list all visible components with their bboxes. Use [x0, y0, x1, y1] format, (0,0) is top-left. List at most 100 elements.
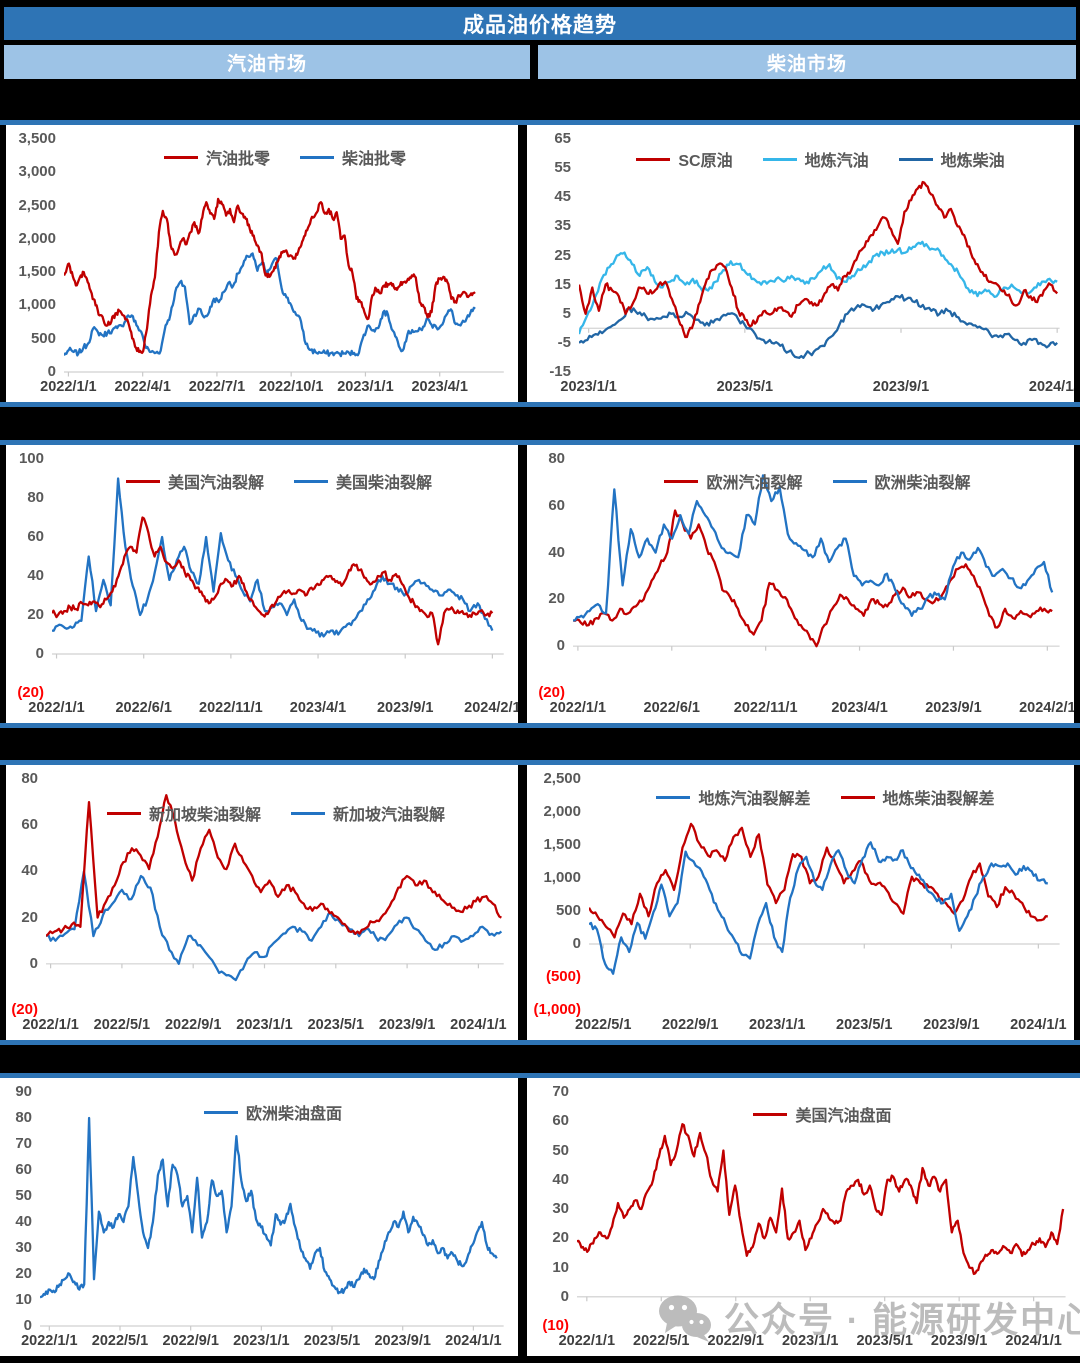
legend-swatch [898, 157, 933, 161]
x-axis-label: 2022/6/1 [643, 700, 700, 716]
series-line-SC原油 [579, 180, 1059, 339]
legend-swatch [106, 811, 141, 815]
legend: 美国汽油盘面 [577, 1102, 1068, 1126]
legend-label: 汽油批零 [205, 151, 270, 168]
y-tick-label: 500 [30, 329, 56, 347]
x-axis-label: 2022/5/1 [633, 1333, 690, 1349]
plot-area [52, 477, 504, 659]
x-axis-label: 2023/9/1 [930, 1333, 988, 1349]
y-tick-label: 30 [552, 1200, 569, 1217]
x-axis-label: 2023/1/1 [233, 1333, 290, 1349]
y-tick-label: 1,000 [543, 869, 581, 886]
y-tick-label: 30 [15, 1239, 32, 1256]
legend-swatch [163, 155, 198, 159]
y-tick-label: 2,000 [18, 229, 56, 247]
y-tick-label: 40 [548, 543, 565, 561]
series-line-欧洲柴油盘面 [40, 1116, 498, 1299]
y-tick-label: 60 [27, 528, 44, 545]
x-axis-label: 2023/4/1 [831, 700, 888, 716]
y-tick-label: -5 [557, 333, 571, 351]
separator-line [0, 1073, 1080, 1078]
y-tick-label: (1,000) [533, 1001, 581, 1018]
legend-swatch [840, 795, 875, 799]
x-axis-label: 2024/2/1 [1019, 700, 1074, 716]
x-axis-label: 2023/1/1 [781, 1333, 839, 1349]
series-line-汽油批零 [64, 197, 476, 355]
x-axis-label: 2024/1/1 [445, 1333, 502, 1349]
gasoline-market-header: 汽油市场 [4, 45, 530, 79]
x-axis-label: 2022/9/1 [164, 1017, 222, 1033]
x-axis-label: 2022/9/1 [162, 1333, 219, 1349]
plot-area [579, 180, 1060, 359]
series-line-地炼柴油裂解差 [589, 822, 1048, 939]
y-tick-label: 10 [15, 1291, 32, 1308]
legend-swatch [203, 1110, 238, 1114]
separator-line [0, 760, 1080, 765]
plot-area [573, 474, 1060, 651]
x-axis-label: 2023/4/1 [289, 700, 347, 716]
legend-swatch [832, 479, 867, 483]
legend-item: 欧洲汽油裂解 [664, 469, 803, 493]
legend-swatch [300, 155, 334, 159]
y-tick-label: 15 [554, 275, 571, 293]
y-tick-label: 100 [18, 450, 44, 467]
y-tick-label: 70 [15, 1135, 32, 1152]
y-tick-label: 50 [552, 1141, 569, 1159]
legend-swatch [291, 811, 325, 815]
series-line-地炼柴油 [579, 293, 1058, 359]
y-tick-label: 2,000 [543, 803, 581, 820]
y-tick-label: 1,000 [18, 296, 56, 314]
legend-item: 地炼汽油 [762, 147, 869, 171]
series-line-美国汽油裂解 [52, 516, 494, 646]
x-axis-label: 2023/1/1 [337, 379, 394, 395]
y-tick-label: (20) [17, 684, 44, 701]
y-tick-label: 20 [552, 1229, 569, 1247]
legend-label: 美国汽油裂解 [167, 475, 264, 492]
gasoline-market-label: 汽油市场 [226, 53, 307, 75]
y-tick-label: 3,500 [18, 130, 56, 147]
legend-swatch [294, 479, 328, 483]
y-tick-label: 0 [560, 1287, 569, 1305]
separator-line [0, 440, 1080, 445]
y-tick-label: 1,500 [18, 263, 56, 281]
y-tick-label: 3,000 [18, 163, 56, 181]
x-axis-label: 2023/5/1 [836, 1017, 893, 1033]
y-tick-label: 40 [15, 1213, 32, 1230]
y-tick-label: 50 [15, 1187, 32, 1204]
y-tick-label: 0 [23, 1317, 32, 1334]
y-tick-label: (10) [542, 1317, 569, 1334]
y-tick-label: 55 [554, 159, 571, 177]
y-tick-label: 0 [35, 645, 44, 662]
legend-swatch [125, 479, 160, 483]
y-tick-label: 80 [15, 1109, 32, 1126]
y-tick-label: -15 [549, 363, 571, 380]
legend: SC原油 地炼汽油 地炼柴油 [579, 147, 1062, 171]
legend-item: 新加坡汽油裂解 [291, 801, 445, 825]
plot-area [589, 822, 1060, 975]
x-axis-label: 2022/1/1 [28, 700, 85, 716]
legend-item: 欧洲柴油盘面 [203, 1100, 342, 1124]
x-axis-label: 2022/1/1 [22, 1017, 79, 1033]
series-line-新加坡柴油裂解 [46, 794, 502, 937]
chart-europe-gasoline-diesel-crack: 80 60 40 20 0 (20) 2022/1/1 2022/6/1 2022/11/1 20… [527, 445, 1074, 723]
series-line-欧洲汽油裂解 [573, 509, 1053, 648]
x-axis-label: 2023/5/1 [856, 1333, 913, 1349]
y-tick-label: 500 [555, 902, 581, 919]
x-axis-label: 2024/1/1 [1028, 379, 1074, 395]
wechat-icon [659, 1295, 711, 1342]
x-axis-label: 2023/5/1 [303, 1333, 361, 1349]
legend-label: 地炼柴油裂解差 [882, 791, 995, 808]
legend-item: 地炼柴油裂解差 [840, 785, 995, 809]
plot-area [46, 794, 504, 982]
x-axis-label: 2022/1/1 [21, 1333, 78, 1349]
x-axis-label: 2022/1/1 [558, 1333, 616, 1349]
legend-swatch [762, 157, 797, 161]
x-axis-label: 2022/1/1 [40, 379, 97, 395]
x-axis-label: 2024/2/1 [464, 700, 518, 716]
legend-item: SC原油 [636, 147, 733, 171]
x-axis-label: 2022/5/1 [574, 1017, 632, 1033]
legend-label: SC原油 [678, 153, 733, 170]
y-tick-label: 20 [548, 590, 565, 608]
legend-label: 新加坡柴油裂解 [148, 807, 261, 824]
